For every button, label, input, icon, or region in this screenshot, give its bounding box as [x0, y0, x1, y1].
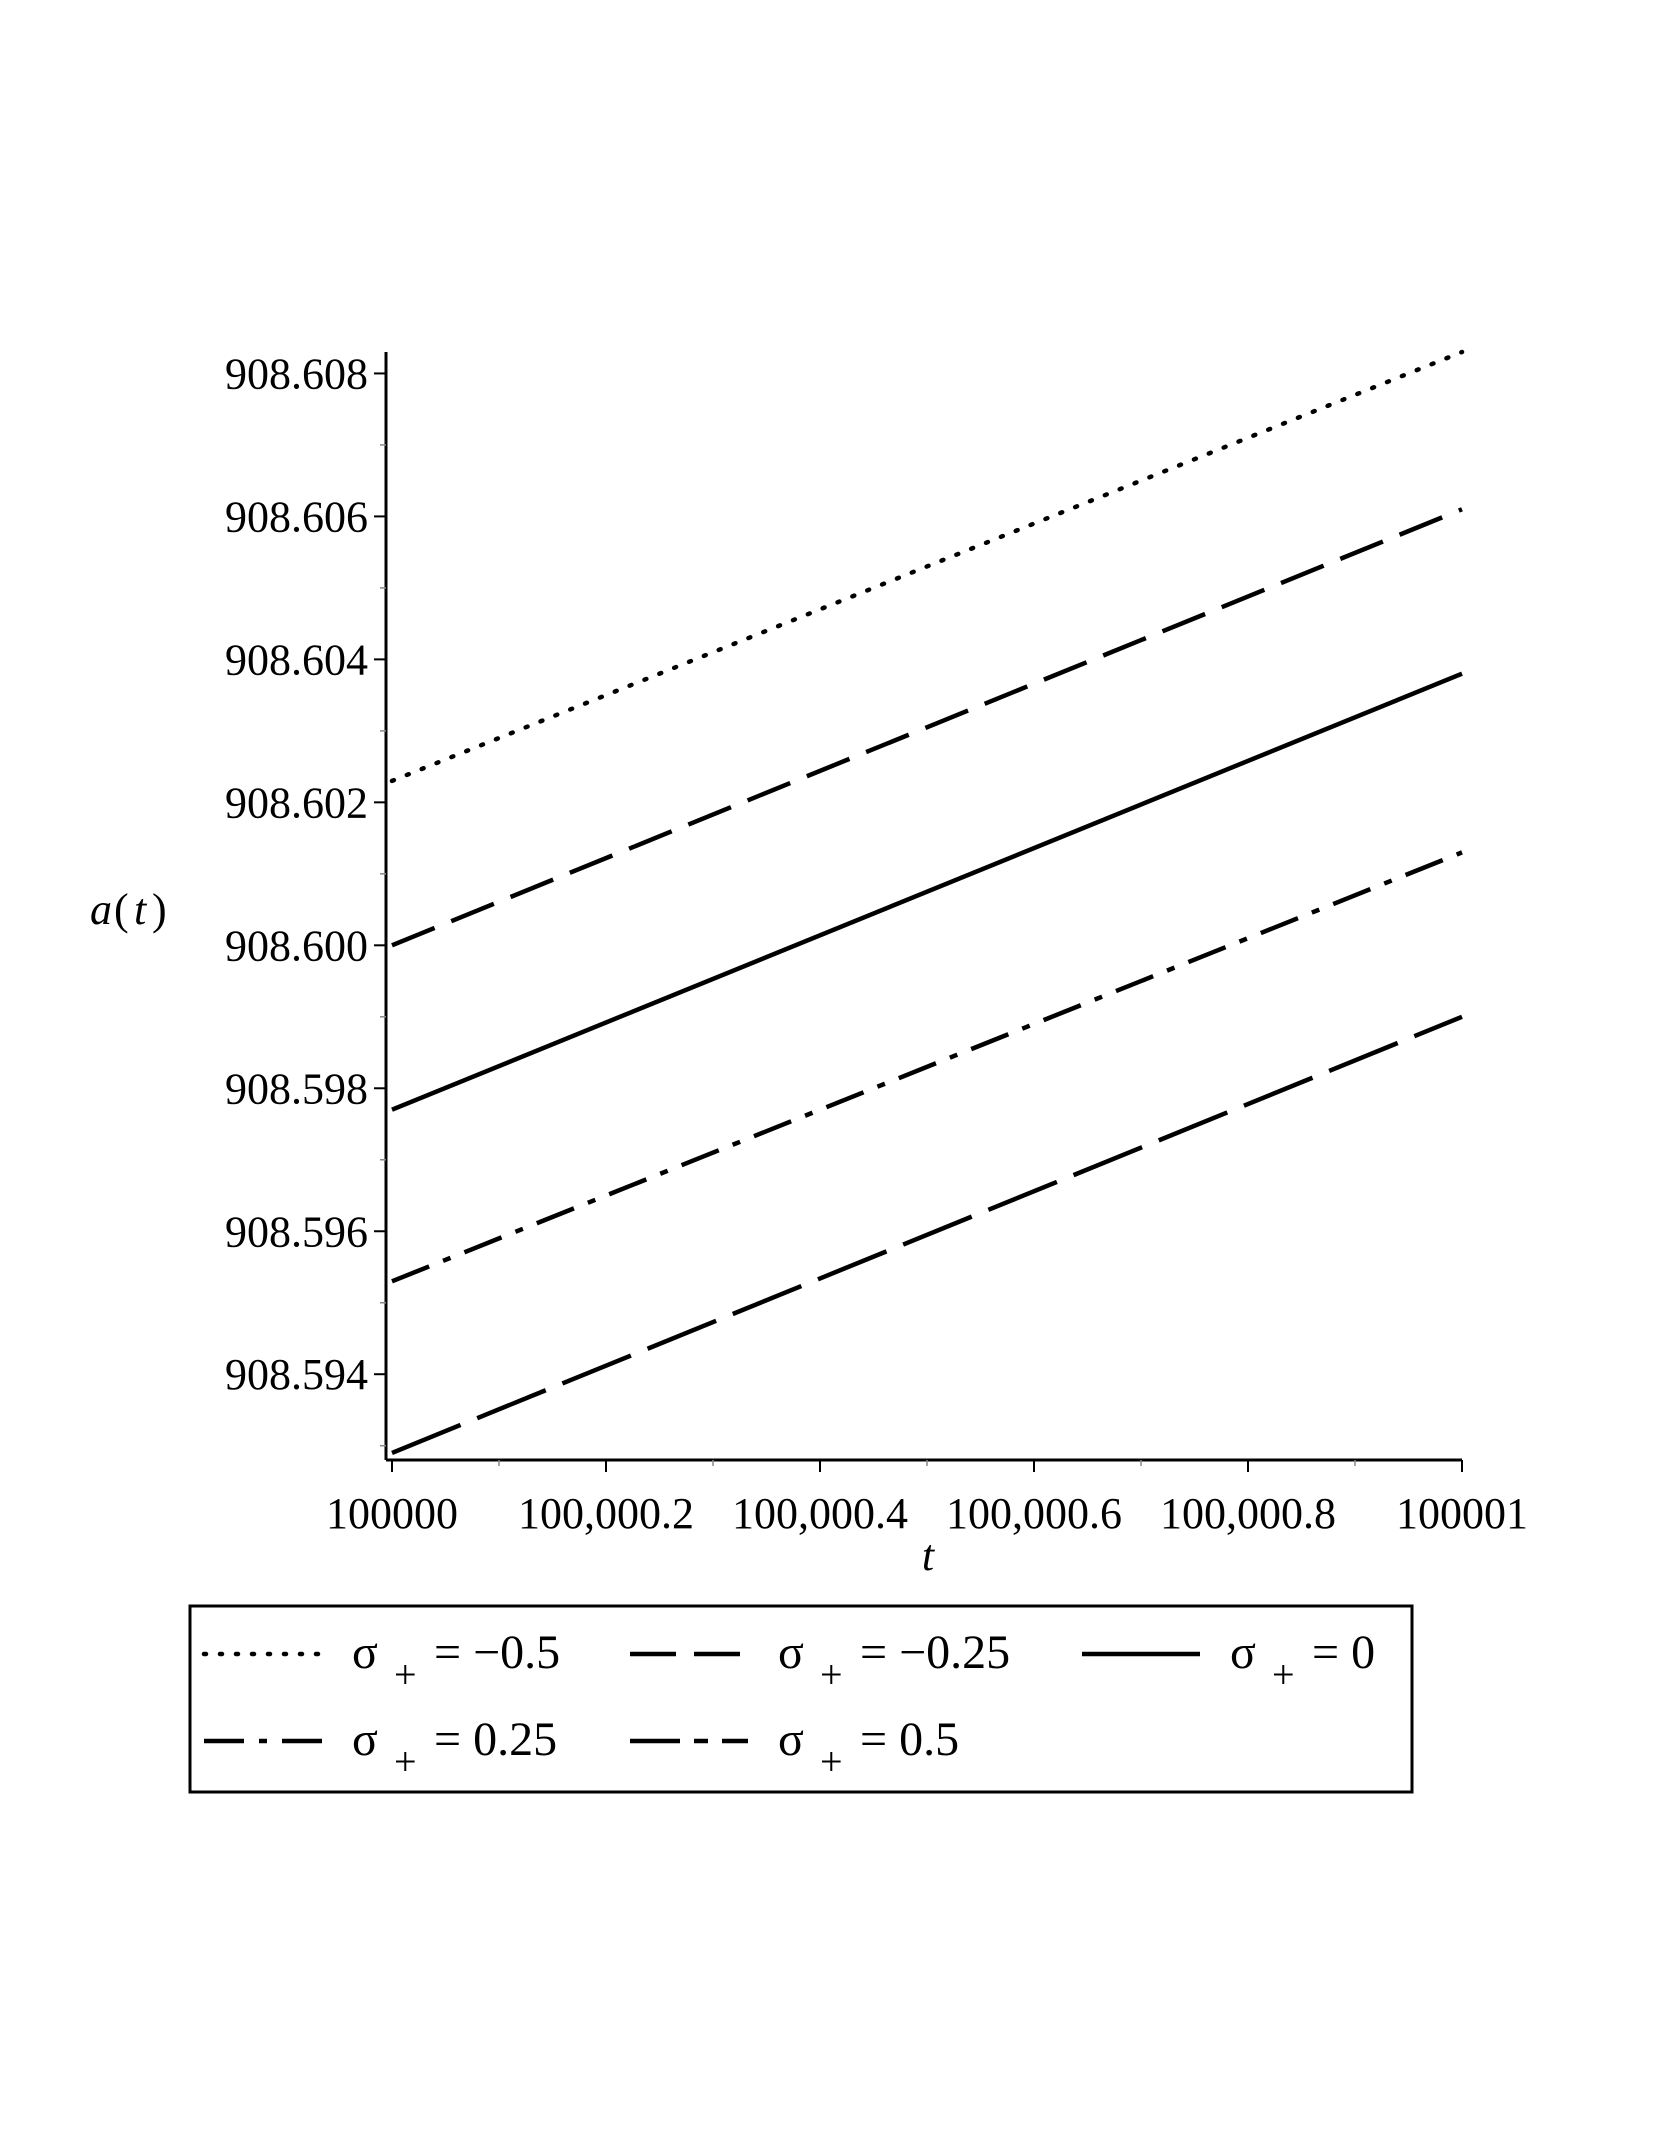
legend-subscript: +: [394, 1739, 417, 1784]
y-tick-label: 908.596: [225, 1207, 368, 1256]
series-line-0: [389, 349, 1465, 784]
legend-symbol: σ: [352, 1713, 378, 1766]
legend-subscript: +: [1272, 1652, 1295, 1697]
x-tick-label: 100,000.2: [518, 1489, 694, 1538]
legend-label: = 0.5: [860, 1713, 959, 1766]
legend-symbol: σ: [352, 1626, 378, 1679]
y-tick-label: 908.606: [225, 492, 368, 541]
legend-label: = 0: [1312, 1626, 1375, 1679]
y-axis-label-main: a: [90, 885, 112, 934]
x-tick-label: 100000: [326, 1489, 458, 1538]
series-line-3: [391, 850, 1463, 1284]
y-tick-label: 908.600: [225, 921, 368, 970]
legend-label: = −0.25: [860, 1626, 1010, 1679]
x-axis-label: t: [922, 1531, 936, 1580]
y-tick-label: 908.594: [225, 1350, 368, 1399]
legend-label: = −0.5: [434, 1626, 560, 1679]
x-axis-ticks: 100000 100,000.2 100,000.4 100,000.6 100,000…: [326, 1460, 1528, 1538]
legend-label: = 0.25: [434, 1713, 557, 1766]
x-tick-label: 100,000.6: [946, 1489, 1122, 1538]
series-lines: [389, 349, 1465, 1455]
y-axis-ticks: 908.594 908.596 908.598 908.600 908.602 908.6…: [225, 349, 386, 1447]
legend-subscript: +: [394, 1652, 417, 1697]
legend: σ + = −0.5 σ + = −0.25 σ + = 0 σ + = 0.25 σ + = 0.5: [188, 1604, 1414, 1794]
legend-subscript: +: [820, 1652, 843, 1697]
legend-symbol: σ: [778, 1626, 804, 1679]
y-tick-label: 908.604: [225, 635, 368, 684]
series-line-1: [391, 507, 1463, 948]
axes: [384, 352, 1462, 1462]
legend-item: σ + = 0.25: [204, 1713, 557, 1784]
y-tick-label: 908.598: [225, 1064, 368, 1113]
y-tick-label: 908.608: [225, 349, 368, 398]
series-line-4: [391, 1014, 1463, 1455]
legend-item: σ + = −0.5: [201, 1626, 560, 1697]
y-axis-label: a ( t ): [90, 885, 167, 934]
x-tick-label: 100,000.4: [732, 1489, 908, 1538]
y-axis-label-arg: t: [134, 885, 148, 934]
legend-symbol: σ: [1230, 1626, 1256, 1679]
series-line-2: [391, 671, 1463, 1112]
legend-item: σ + = −0.25: [630, 1626, 1010, 1697]
y-tick-label: 908.602: [225, 778, 368, 827]
legend-item: σ + = 0: [1082, 1626, 1375, 1697]
y-axis-label-paren-close: ): [152, 885, 167, 934]
legend-item: σ + = 0.5: [630, 1713, 959, 1784]
legend-subscript: +: [820, 1739, 843, 1784]
x-tick-label: 100,000.8: [1160, 1489, 1336, 1538]
y-axis-label-paren-open: (: [114, 885, 129, 934]
legend-box: [188, 1604, 1414, 1794]
x-tick-label: 100001: [1396, 1489, 1528, 1538]
legend-symbol: σ: [778, 1713, 804, 1766]
